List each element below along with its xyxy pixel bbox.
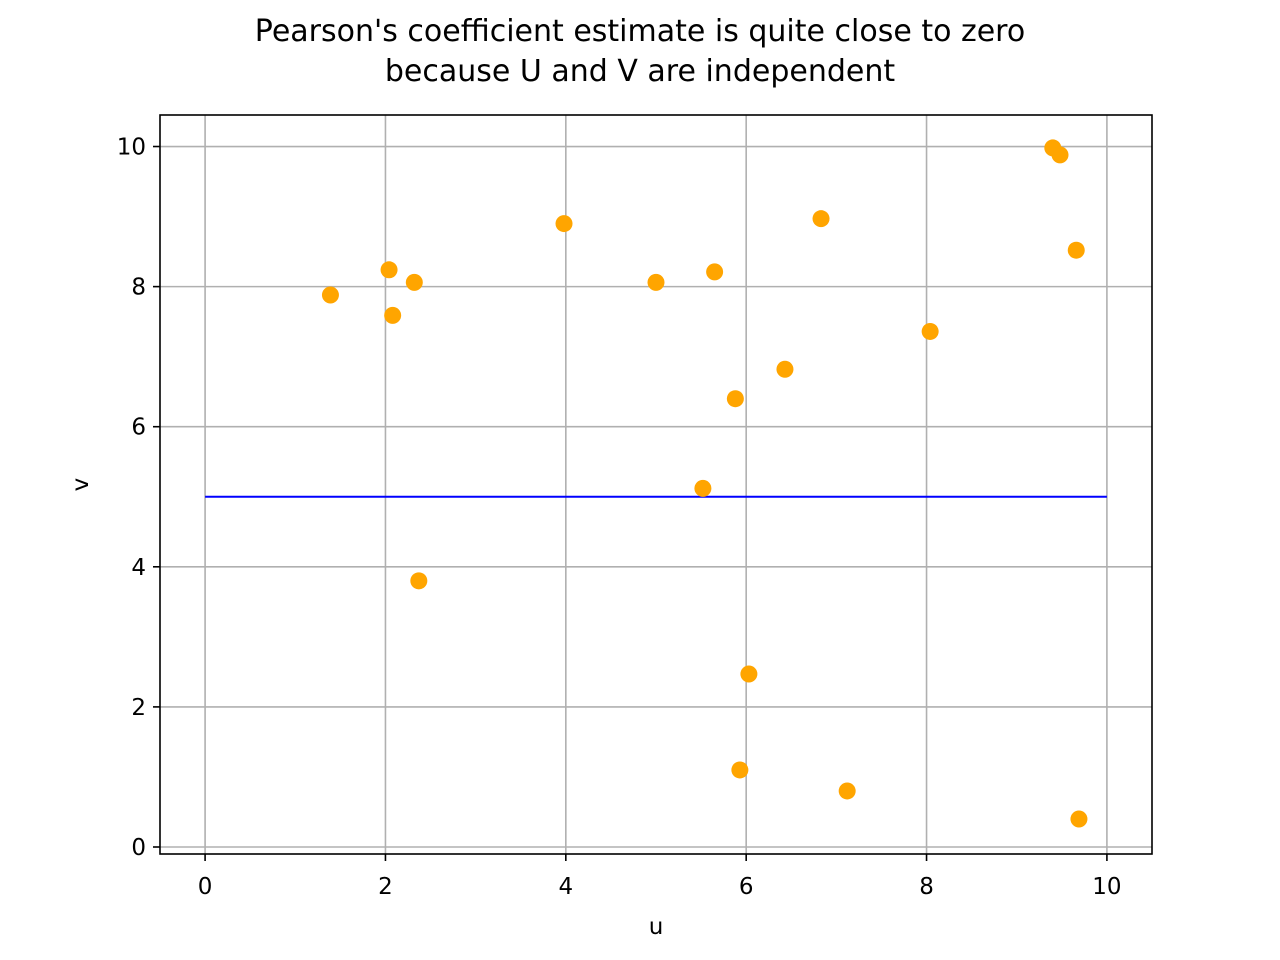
scatter-point (321, 286, 339, 304)
scatter-point (812, 210, 830, 228)
x-tick-label: 8 (919, 874, 934, 900)
scatter-point (647, 273, 665, 291)
x-axis-ticks: 0 2 4 6 8 10 (198, 854, 1122, 900)
scatter-point (555, 215, 573, 233)
scatter-point (838, 782, 856, 800)
scatter-point (1051, 146, 1069, 164)
scatter-point (384, 306, 402, 324)
scatter-point (405, 273, 423, 291)
y-tick-label: 0 (131, 835, 146, 861)
scatter-point (776, 360, 794, 378)
scatter-point (694, 479, 712, 497)
x-tick-label: 10 (1092, 874, 1121, 900)
scatter-point (726, 390, 744, 408)
x-tick-label: 0 (198, 874, 213, 900)
x-tick-label: 4 (558, 874, 573, 900)
scatter-point (1067, 241, 1085, 259)
scatter-point (380, 261, 398, 279)
scatter-points-series (321, 139, 1088, 828)
x-axis-label: u (649, 914, 664, 940)
x-tick-label: 2 (378, 874, 393, 900)
scatter-point (921, 322, 939, 340)
scatter-point (731, 761, 749, 779)
scatter-point (706, 263, 724, 281)
x-tick-label: 6 (739, 874, 754, 900)
scatter-point (410, 572, 428, 590)
y-tick-label: 8 (131, 275, 146, 301)
y-tick-label: 4 (131, 555, 146, 581)
scatter-point (1070, 810, 1088, 828)
y-tick-label: 2 (131, 695, 146, 721)
y-tick-label: 10 (117, 135, 146, 161)
plot-frame (159, 114, 1153, 855)
y-axis-ticks: 0 2 4 6 8 10 (117, 135, 160, 861)
y-tick-label: 6 (131, 415, 146, 441)
grid-lines (160, 115, 1152, 854)
chart-title-line-2: because U and V are independent (384, 54, 896, 89)
scatter-point (740, 665, 758, 683)
chart-title-line-1: Pearson's coefficient estimate is quite … (254, 14, 1026, 49)
y-axis-label: v (68, 478, 94, 492)
